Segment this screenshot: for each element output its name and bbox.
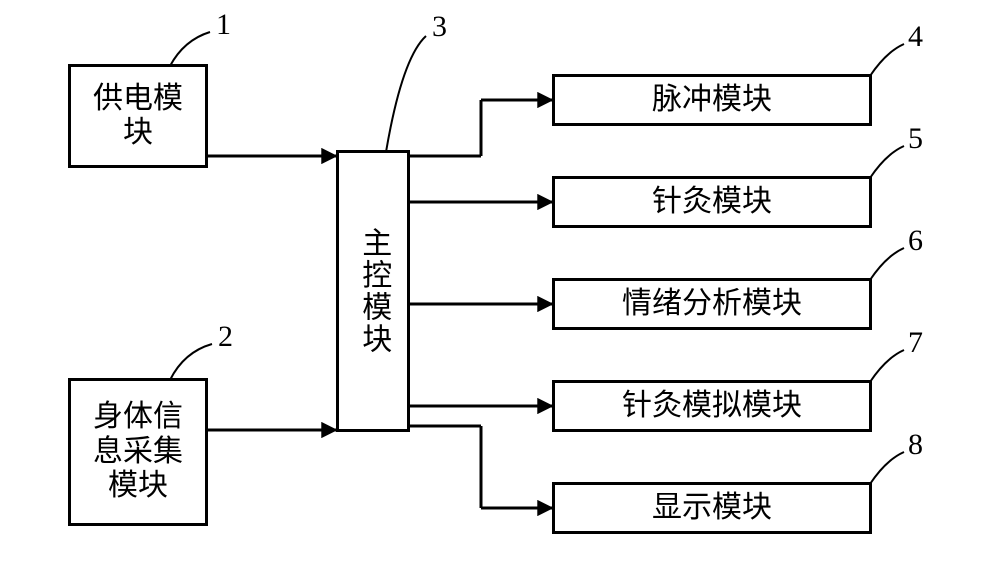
node-acupuncture-module: 针灸模块 <box>552 176 872 228</box>
node-label: 脉冲模块 <box>652 83 772 118</box>
node-acupuncture-simulation-module: 针灸模拟模块 <box>552 380 872 432</box>
node-body-info-collection-module: 身体信息采集模块 <box>68 378 208 526</box>
reference-number-6: 6 <box>908 224 923 258</box>
node-label: 针灸模块 <box>652 185 772 220</box>
node-pulse-module: 脉冲模块 <box>552 74 872 126</box>
reference-number-4: 4 <box>908 20 923 54</box>
node-label: 情绪分析模块 <box>622 287 802 322</box>
node-label: 身体信息采集模块 <box>93 400 183 504</box>
node-label: 针灸模拟模块 <box>622 389 802 424</box>
reference-number-3: 3 <box>432 10 447 44</box>
reference-number-2: 2 <box>218 320 233 354</box>
node-label: 显示模块 <box>652 491 772 526</box>
reference-number-1: 1 <box>216 8 231 42</box>
diagram-canvas: 供电模块 身体信息采集模块 主控模块 脉冲模块 针灸模块 情绪分析模块 针灸模拟… <box>0 0 1000 586</box>
reference-number-5: 5 <box>908 122 923 156</box>
node-emotion-analysis-module: 情绪分析模块 <box>552 278 872 330</box>
reference-number-7: 7 <box>908 326 923 360</box>
reference-number-8: 8 <box>908 428 923 462</box>
node-power-supply-module: 供电模块 <box>68 64 208 168</box>
node-main-control-module: 主控模块 <box>336 150 410 432</box>
node-label: 主控模块 <box>356 227 391 355</box>
node-label: 供电模块 <box>93 82 183 151</box>
node-display-module: 显示模块 <box>552 482 872 534</box>
